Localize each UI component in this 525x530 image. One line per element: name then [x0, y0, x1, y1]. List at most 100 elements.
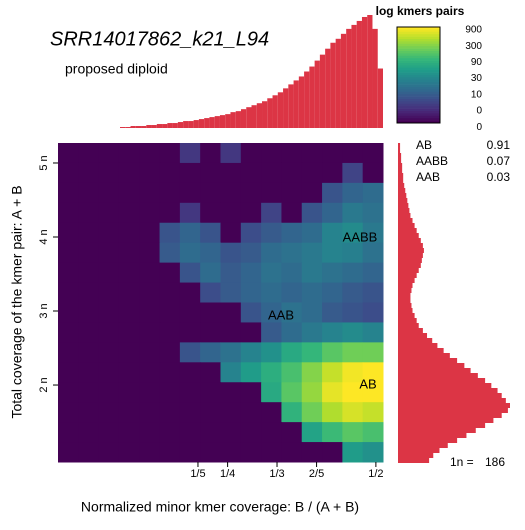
colorbar-swatch	[397, 101, 440, 105]
colorbar-tick-label: 90	[471, 57, 483, 68]
heatmap-cell	[58, 322, 79, 343]
colorbar-swatch	[397, 77, 440, 81]
right-histogram-bar	[398, 148, 401, 153]
right-histogram-bar	[398, 183, 405, 188]
right-histogram-bar	[398, 368, 471, 373]
colorbar-swatch	[397, 87, 440, 90]
x-tick-label: 1/3	[269, 468, 284, 480]
heatmap-cell	[139, 282, 161, 303]
right-histogram-bar	[398, 238, 421, 243]
top-histogram-bar	[319, 54, 326, 128]
heatmap-cell	[220, 402, 242, 423]
heatmap-cell	[139, 222, 161, 244]
colorbar-swatch	[397, 55, 440, 59]
top-histogram-bar	[346, 28, 352, 128]
heatmap-cell	[342, 382, 364, 403]
heatmap-cell	[159, 402, 181, 423]
top-histogram-bar	[335, 38, 341, 128]
heatmap-cell	[78, 242, 100, 264]
heatmap-cell	[240, 262, 262, 284]
top-histogram-bar	[340, 33, 347, 129]
heatmap-cell	[58, 222, 79, 244]
heatmap-cell	[261, 202, 282, 224]
heatmap-cell	[342, 302, 364, 323]
heatmap-cell	[139, 342, 161, 363]
heatmap-cell	[159, 162, 181, 184]
heatmap-cell	[261, 262, 282, 284]
heatmap-cell	[78, 202, 100, 224]
colorbar-title: log kmers pairs	[376, 4, 465, 18]
heatmap-cell	[301, 302, 323, 323]
heatmap-cell	[139, 302, 161, 323]
heatmap-cell	[362, 162, 384, 184]
x-tick-label: 1/5	[190, 468, 205, 480]
heatmap-cell	[220, 362, 242, 383]
heatmap-cell	[322, 182, 343, 204]
heatmap-cell	[362, 282, 384, 303]
heatmap-cell	[240, 202, 262, 224]
heatmap-cell	[98, 422, 120, 443]
heatmap-cell	[139, 202, 161, 224]
heatmap-cell	[301, 402, 323, 423]
heatmap-cell	[261, 302, 282, 323]
y-tick-label: 4 n	[38, 229, 50, 244]
heatmap-cell	[261, 322, 282, 343]
right-histogram-bar	[398, 233, 419, 238]
heatmap-cell	[58, 382, 79, 403]
y-axis-label: Total coverage of the kmer pair: A + B	[9, 185, 25, 418]
colorbar-frame	[396, 26, 441, 124]
right-histogram-bar	[398, 453, 434, 458]
heatmap-cell	[261, 282, 282, 303]
heatmap-cell	[139, 402, 161, 423]
colorbar-swatch	[397, 103, 440, 107]
heatmap-cell	[159, 182, 181, 204]
heatmap-cell	[322, 302, 343, 323]
top-histogram-bar	[377, 68, 383, 128]
colorbar-swatch	[397, 96, 440, 100]
top-histogram-bar	[251, 105, 257, 128]
heatmap-cell	[301, 362, 323, 383]
heatmap-cell	[301, 182, 323, 204]
chart-subtitle: proposed diploid	[65, 61, 168, 77]
heatmap-cell	[139, 322, 161, 343]
peak-value: 0.91	[487, 138, 511, 152]
right-histogram-bar	[398, 223, 415, 228]
heatmap-cell	[78, 422, 100, 443]
coverage-label: 1n =	[450, 455, 474, 469]
heatmap-cell	[362, 442, 384, 463]
heatmap-cell	[78, 442, 100, 463]
heatmap-cell	[98, 322, 120, 343]
heatmap-cell	[179, 182, 201, 204]
heatmap-cell	[342, 362, 364, 383]
top-histogram-bar	[146, 125, 152, 128]
top-histogram-bar	[177, 122, 184, 128]
heatmap-cell	[362, 302, 384, 323]
heatmap-cell	[342, 442, 364, 463]
heatmap-cell	[342, 262, 364, 284]
right-histogram-bar	[398, 258, 422, 263]
heatmap-cell	[261, 242, 282, 264]
top-histogram-bar	[151, 125, 157, 128]
heatmap-cell	[139, 262, 161, 284]
heatmap-cell	[362, 262, 384, 284]
heatmap-cell	[220, 422, 242, 443]
heatmap-cell	[342, 422, 364, 443]
colorbar-swatch	[397, 63, 440, 66]
heatmap-cell	[301, 262, 323, 284]
heatmap-cell	[281, 402, 303, 423]
heatmap-cell	[240, 442, 262, 463]
heatmap-cell	[342, 342, 364, 363]
colorbar-swatch	[397, 48, 440, 52]
colorbar-swatch	[397, 53, 440, 57]
heatmap-cell	[159, 242, 181, 264]
top-histogram-bar	[225, 114, 231, 128]
top-histogram-bar	[135, 126, 142, 128]
heatmap-cell	[98, 382, 120, 403]
heatmap-cell	[261, 422, 282, 443]
heatmap-cell	[301, 202, 323, 224]
heatmap-cell	[220, 342, 242, 363]
right-histogram-bar	[398, 343, 438, 348]
heatmap-cell	[118, 322, 140, 343]
right-histogram-bar	[398, 363, 465, 368]
heatmap-cell	[179, 202, 201, 224]
